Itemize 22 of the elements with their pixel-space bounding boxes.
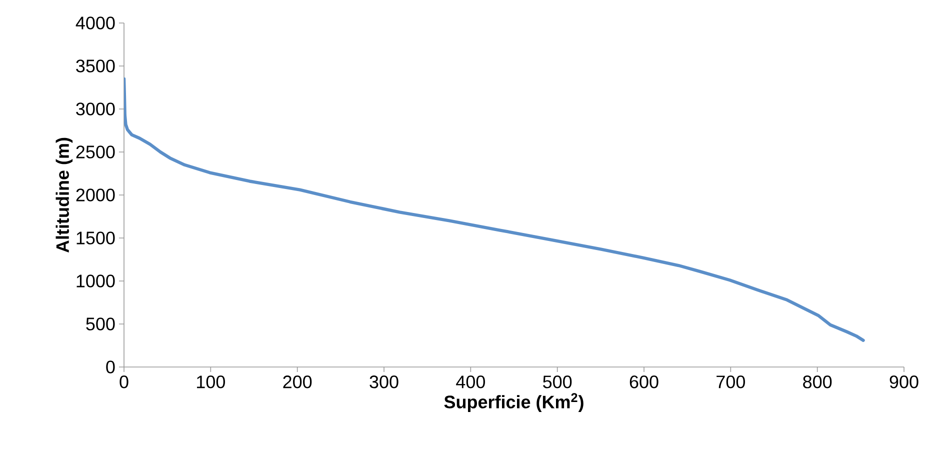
y-tick-label: 3500: [76, 60, 115, 72]
y-tick-label: 0: [106, 360, 115, 374]
y-tick-label: 3000: [76, 102, 115, 116]
y-tick-label: 1000: [76, 274, 115, 288]
x-tick-label: 400: [456, 376, 485, 388]
x-tick-label: 0: [120, 376, 128, 388]
y-tick-label: 500: [86, 318, 115, 330]
x-tick-label: 600: [630, 376, 658, 388]
x-tick-label: 900: [890, 376, 918, 388]
x-axis-title: Superficie (Km$^{2}$): [444, 393, 584, 412]
x-tick-label: 300: [370, 376, 398, 388]
y-axis-title: Altitudine (m): [56, 138, 73, 253]
x-tick-label: 100: [197, 376, 225, 388]
x-tick-label: 200: [283, 376, 312, 388]
y-tick-label: 2500: [76, 146, 115, 158]
x-tick-label: 800: [803, 376, 832, 388]
x-tick-label: 500: [543, 376, 572, 388]
y-tick-label: 2000: [76, 188, 115, 202]
y-tick-label: 1500: [76, 232, 115, 244]
x-tick-label: 700: [716, 376, 745, 388]
line-series: [124, 77, 865, 342]
y-tick-label: 4000: [76, 16, 115, 30]
